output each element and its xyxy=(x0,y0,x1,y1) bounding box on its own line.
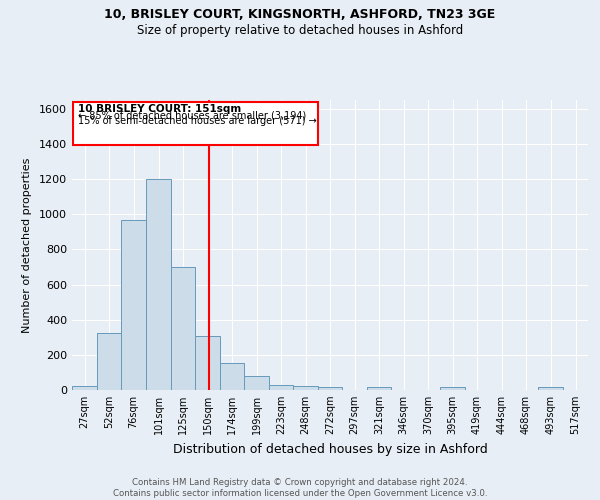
Bar xyxy=(367,388,391,390)
Bar xyxy=(171,267,195,390)
Bar xyxy=(220,363,244,390)
Bar xyxy=(146,179,171,390)
Bar xyxy=(440,388,465,390)
Bar xyxy=(97,333,121,390)
Bar xyxy=(72,386,97,390)
Text: 10, BRISLEY COURT, KINGSNORTH, ASHFORD, TN23 3GE: 10, BRISLEY COURT, KINGSNORTH, ASHFORD, … xyxy=(104,8,496,20)
Bar xyxy=(121,220,146,390)
Text: ← 85% of detached houses are smaller (3,194): ← 85% of detached houses are smaller (3,… xyxy=(78,110,306,120)
Text: Contains HM Land Registry data © Crown copyright and database right 2024.
Contai: Contains HM Land Registry data © Crown c… xyxy=(113,478,487,498)
Bar xyxy=(293,386,318,390)
Bar xyxy=(318,388,342,390)
Text: Size of property relative to detached houses in Ashford: Size of property relative to detached ho… xyxy=(137,24,463,37)
Bar xyxy=(269,384,293,390)
Text: 10 BRISLEY COURT: 151sqm: 10 BRISLEY COURT: 151sqm xyxy=(78,104,241,114)
Bar xyxy=(195,336,220,390)
Bar xyxy=(244,376,269,390)
Bar xyxy=(538,388,563,390)
Y-axis label: Number of detached properties: Number of detached properties xyxy=(22,158,32,332)
Bar xyxy=(73,102,318,145)
Text: 15% of semi-detached houses are larger (571) →: 15% of semi-detached houses are larger (… xyxy=(78,116,317,126)
X-axis label: Distribution of detached houses by size in Ashford: Distribution of detached houses by size … xyxy=(173,442,487,456)
